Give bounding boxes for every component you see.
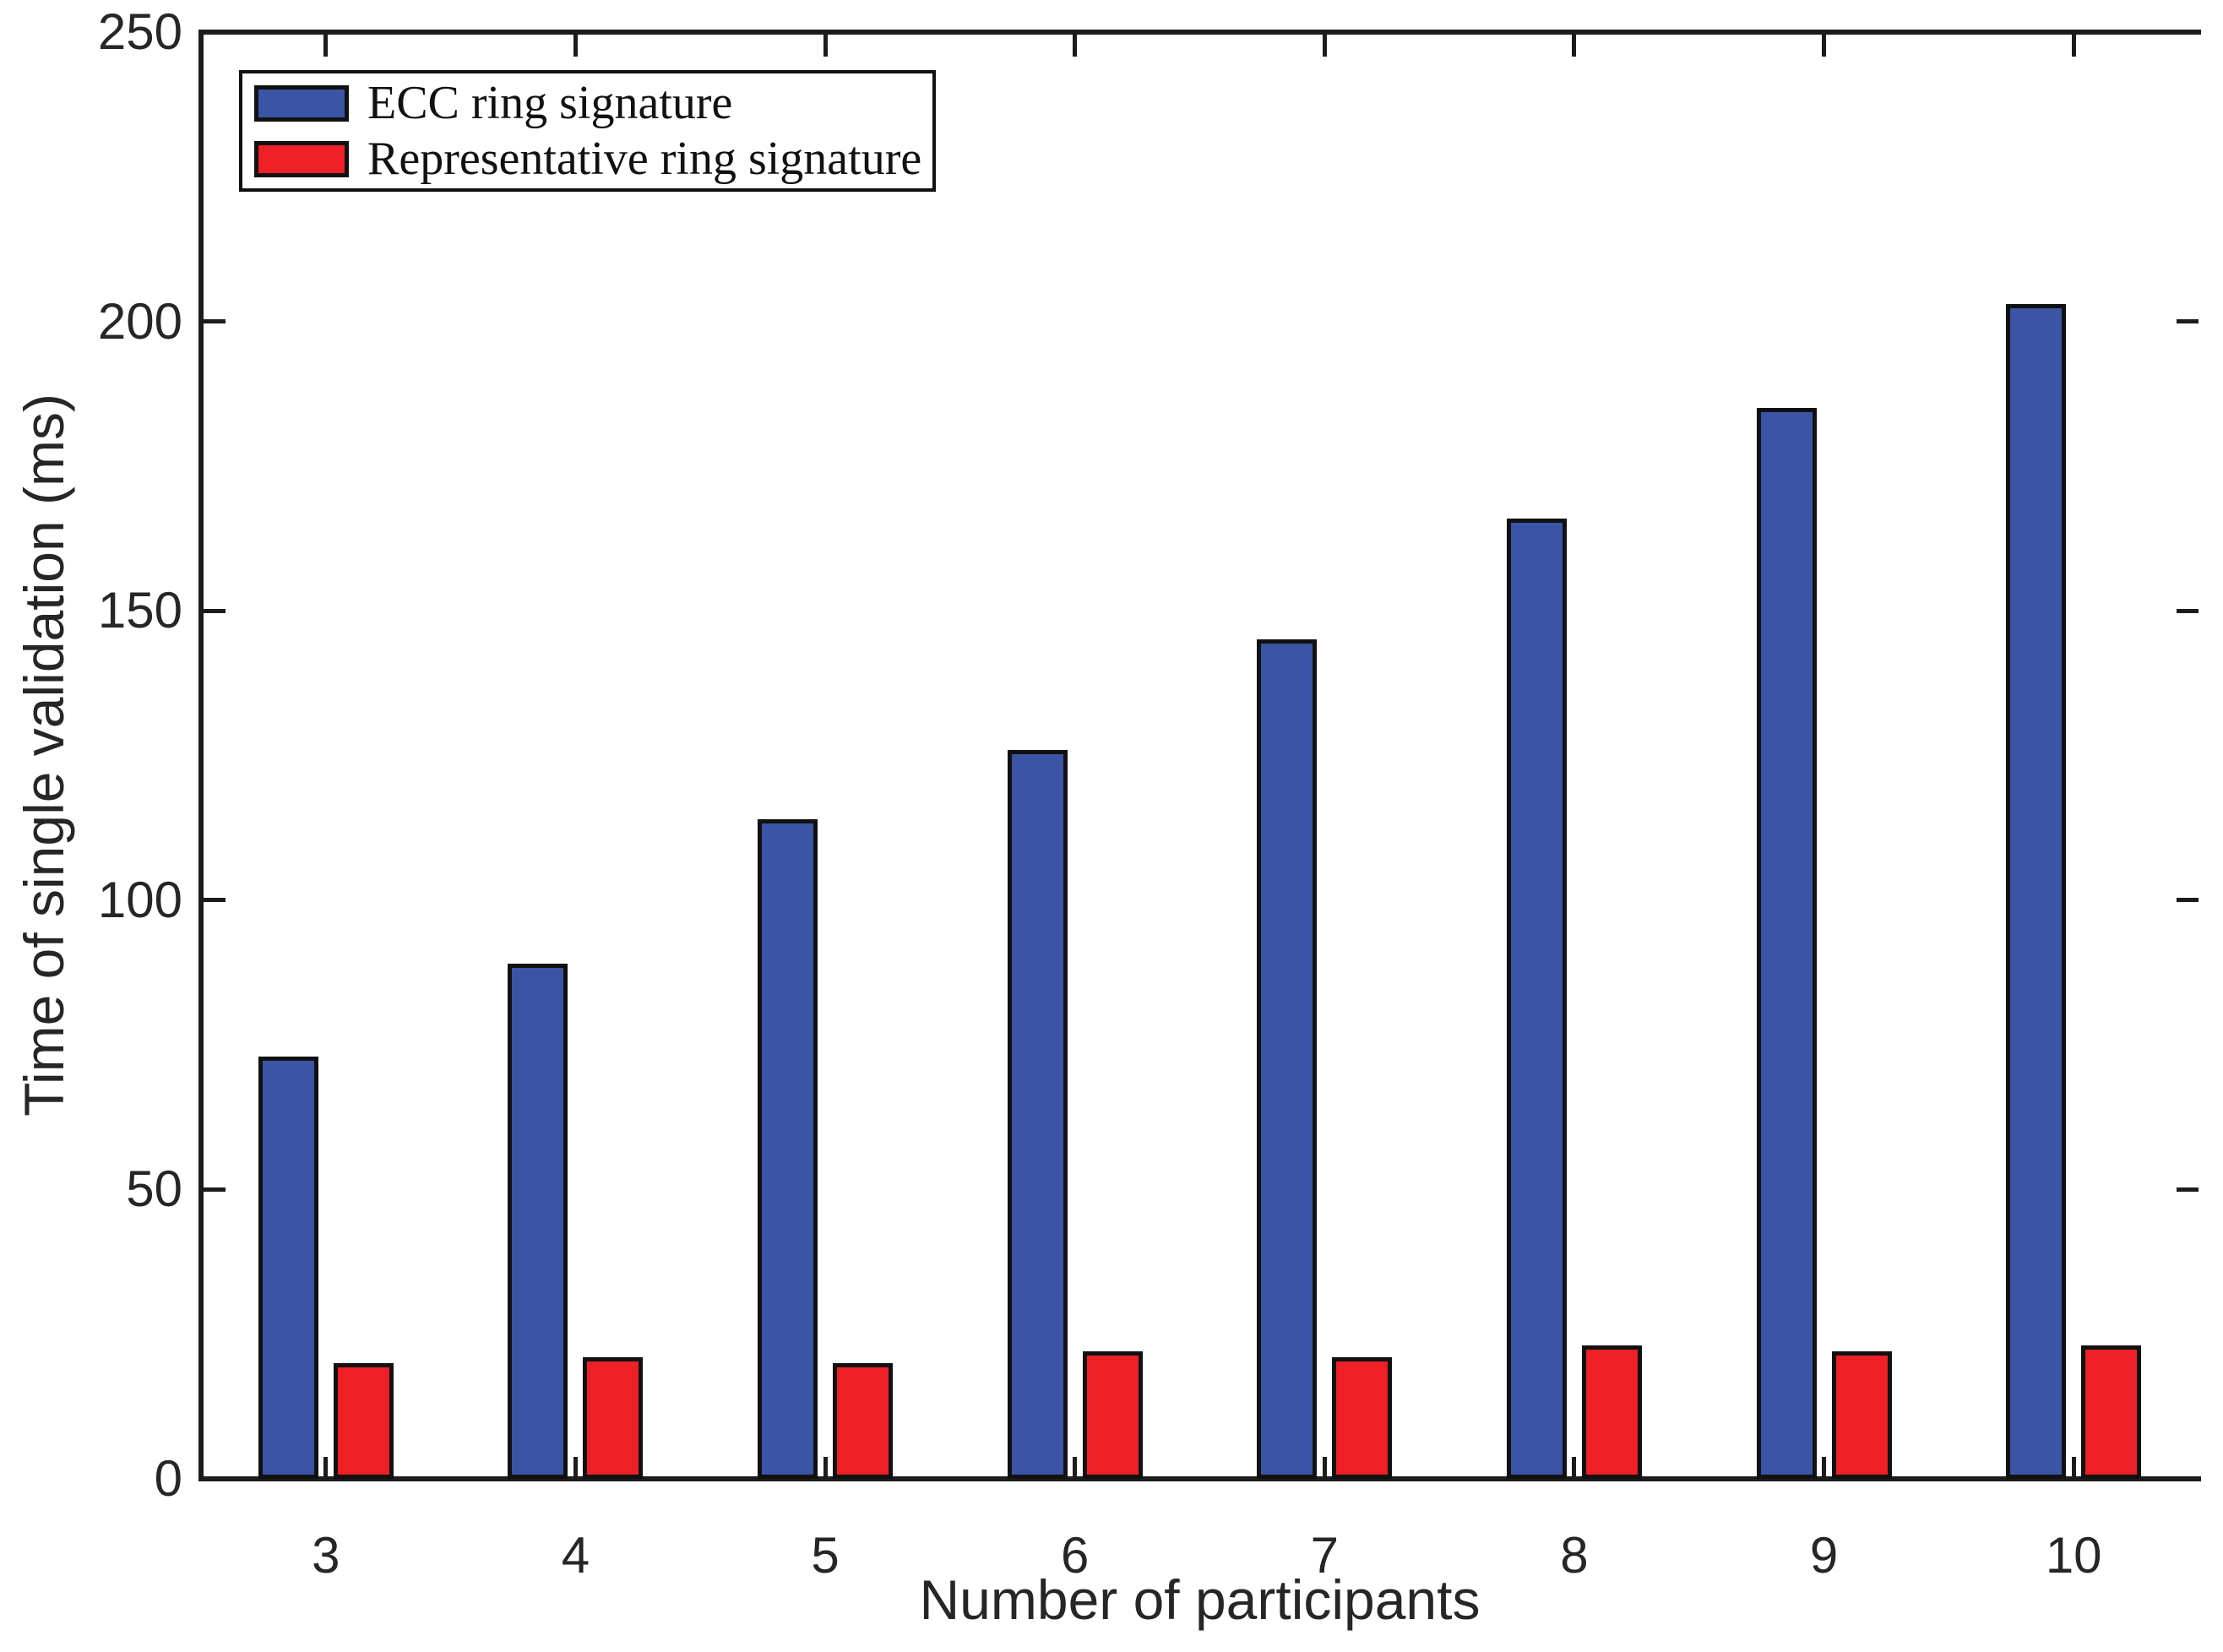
x-tick-bottom: [1572, 1457, 1577, 1479]
y-tick-left: [204, 30, 226, 35]
top-axis-line: [198, 30, 2201, 35]
y-tick-label: 100: [97, 871, 182, 928]
y-tick-label: 150: [97, 582, 182, 639]
x-tick-top: [1322, 35, 1327, 57]
legend-label-representative: Representative ring signature: [367, 133, 922, 185]
y-tick-right: [2177, 608, 2199, 613]
x-tick-label: 6: [1061, 1527, 1090, 1584]
bar-representative-8: [1581, 1345, 1642, 1479]
y-tick-right: [2177, 1476, 2199, 1481]
x-tick-bottom: [323, 1457, 329, 1479]
legend-swatch-ecc-blue: [254, 84, 349, 122]
legend-swatch-representative-red: [254, 140, 349, 177]
bar-representative-3: [333, 1363, 394, 1479]
bar-representative-5: [833, 1363, 894, 1479]
legend: ECC ring signature Representative ring s…: [239, 70, 936, 192]
y-tick-label: 200: [97, 292, 182, 350]
x-tick-top: [573, 35, 578, 57]
bar-ecc-8: [1506, 519, 1567, 1479]
x-tick-top: [1572, 35, 1577, 57]
y-tick-label: 50: [126, 1160, 182, 1218]
x-tick-label: 5: [811, 1527, 840, 1584]
x-tick-top: [1822, 35, 1827, 57]
y-tick-left: [204, 1187, 226, 1192]
x-axis-line: [198, 1476, 2201, 1481]
bar-ecc-5: [758, 819, 818, 1479]
x-axis-label: Number of participants: [919, 1568, 1481, 1631]
bar-ecc-3: [258, 1057, 318, 1479]
x-tick-bottom: [573, 1457, 578, 1479]
bar-ecc-9: [1756, 408, 1817, 1479]
bar-representative-9: [1831, 1351, 1892, 1479]
bar-ecc-4: [508, 964, 568, 1479]
bar-ecc-7: [1257, 639, 1318, 1479]
x-tick-bottom: [1073, 1457, 1078, 1479]
bar-ecc-6: [1007, 750, 1068, 1479]
x-tick-bottom: [2071, 1457, 2076, 1479]
y-axis-label: Time of single validation (ms): [13, 394, 75, 1117]
y-tick-right: [2177, 319, 2199, 324]
y-tick-label: 250: [97, 3, 182, 60]
bar-representative-7: [1332, 1357, 1393, 1479]
x-tick-label: 7: [1310, 1527, 1339, 1584]
x-tick-top: [323, 35, 329, 57]
x-tick-label: 3: [312, 1527, 340, 1584]
x-tick-label: 9: [1809, 1527, 1839, 1584]
legend-item-representative: Representative ring signature: [254, 133, 932, 185]
bar-representative-6: [1082, 1351, 1143, 1479]
legend-label-ecc: ECC ring signature: [367, 77, 733, 129]
y-tick-right: [2177, 1187, 2199, 1192]
bar-representative-10: [2081, 1345, 2142, 1479]
y-axis-line: [198, 30, 204, 1481]
bar-ecc-10: [2006, 304, 2067, 1479]
x-tick-top: [1073, 35, 1078, 57]
x-tick-bottom: [1822, 1457, 1827, 1479]
x-tick-top: [823, 35, 828, 57]
x-tick-label: 10: [2045, 1527, 2102, 1584]
x-tick-bottom: [823, 1457, 828, 1479]
x-tick-top: [2071, 35, 2076, 57]
x-tick-label: 4: [561, 1527, 590, 1584]
y-tick-left: [204, 898, 226, 903]
bar-representative-4: [583, 1357, 644, 1479]
x-tick-bottom: [1322, 1457, 1327, 1479]
y-tick-left: [204, 319, 226, 324]
y-tick-left: [204, 608, 226, 613]
x-tick-label: 8: [1560, 1527, 1589, 1584]
y-tick-right: [2177, 30, 2199, 35]
y-tick-label: 0: [154, 1450, 182, 1507]
y-tick-right: [2177, 898, 2199, 903]
y-tick-left: [204, 1476, 226, 1481]
legend-item-ecc: ECC ring signature: [254, 77, 932, 129]
